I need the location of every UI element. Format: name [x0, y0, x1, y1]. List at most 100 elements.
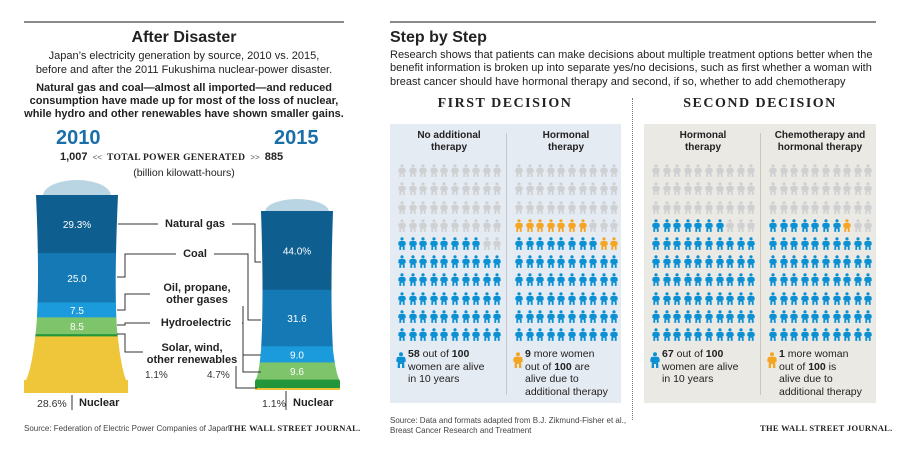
person-icon-alive	[557, 309, 566, 329]
solar-2010-value: 1.1%	[145, 370, 168, 381]
person-icon-other	[705, 181, 713, 201]
connector-coal-2015	[210, 253, 261, 321]
person-icon-other	[547, 200, 555, 220]
label-solar: Solar, wind, other renewables	[143, 342, 241, 366]
person-icon-alive	[557, 327, 566, 347]
person-icon-alive	[747, 291, 756, 311]
person-icon-other	[854, 200, 862, 220]
connector-oil-2010	[117, 293, 155, 311]
person-icon-alive	[557, 236, 566, 256]
person-icon-alive	[822, 291, 830, 311]
person-icon-other	[525, 163, 534, 183]
person-icon-alive	[451, 272, 459, 292]
person-icon-alive	[578, 327, 587, 347]
caption-total: 100	[705, 348, 724, 360]
person-icon-other	[864, 163, 873, 183]
right-source-line: Source: Data and formats adapted from B.…	[390, 416, 627, 425]
person-icon-alive	[408, 327, 417, 347]
person-icon-alive	[684, 218, 692, 238]
person-icon-other	[483, 181, 491, 201]
person-icon-alive	[398, 272, 406, 292]
person-icon-alive	[525, 309, 534, 329]
person-icon-alive	[652, 218, 660, 238]
person-icon-alive	[652, 291, 660, 311]
person-icon-alive	[536, 254, 544, 274]
person-icon-alive	[398, 309, 406, 329]
person-icon-other	[652, 163, 660, 183]
person-icon-alive	[408, 254, 417, 274]
person-icon-alive	[472, 291, 480, 311]
person-icon-alive	[769, 236, 777, 256]
segment-nuclear-2010	[24, 336, 128, 393]
person-icon-alive	[547, 272, 555, 292]
person-icon-other	[430, 181, 438, 201]
person-icon-other	[419, 218, 427, 238]
segment-value-coal: 25.0	[67, 274, 87, 285]
nuclear-2015-value: 1.1%	[262, 398, 286, 410]
caption-total: 100	[554, 360, 572, 373]
person-icon-other	[578, 181, 587, 201]
person-icon-alive	[801, 254, 809, 274]
person-icon-other	[472, 163, 480, 183]
person-icon-alive	[610, 254, 619, 274]
person-icon-other	[843, 163, 851, 183]
person-icon-other	[790, 163, 798, 183]
person-icon-alive	[811, 309, 820, 329]
person-icon-alive	[801, 291, 809, 311]
person-icon-alive	[408, 291, 417, 311]
person-icon-alive	[694, 291, 703, 311]
person-icon-other	[419, 200, 427, 220]
person-icon-alive	[652, 327, 660, 347]
caption-text: additional therapy	[779, 385, 862, 398]
person-icon-other	[684, 163, 692, 183]
person-icon-alive	[769, 254, 777, 274]
person-icon-other	[864, 200, 873, 220]
person-icon-alive	[769, 272, 777, 292]
person-icon-alive	[779, 291, 788, 311]
person-icon-alive	[854, 309, 862, 329]
person-icon-other	[398, 218, 406, 238]
person-icon-alive	[430, 272, 438, 292]
person-icon-other	[705, 163, 713, 183]
connector-coal-2010	[117, 253, 178, 278]
column-header: Hormonal therapy	[511, 130, 621, 154]
person-icon-extra	[557, 218, 566, 238]
person-icon-alive	[779, 254, 788, 274]
segment-value-gas: 44.0%	[283, 246, 311, 257]
person-icon-alive	[547, 291, 555, 311]
person-icon-alive	[694, 309, 703, 329]
person-icon-alive	[864, 236, 873, 256]
person-icon-alive	[419, 272, 427, 292]
person-icon-alive	[790, 309, 798, 329]
column-header: No additional therapy	[394, 130, 504, 154]
person-icon-alive	[578, 309, 587, 329]
caption-person-icon	[767, 350, 777, 375]
person-icon-other	[747, 200, 756, 220]
person-icon-alive	[525, 291, 534, 311]
person-icon-other	[673, 163, 681, 183]
caption-text: out of	[673, 348, 706, 360]
person-icon-other	[864, 181, 873, 201]
segment-value-oil: 7.5	[70, 306, 84, 317]
segment-gas-2010	[24, 195, 128, 254]
arrows-right: >>	[250, 153, 260, 162]
person-icon-other	[801, 163, 809, 183]
person-icon-other	[843, 200, 851, 220]
person-icon-other	[451, 200, 459, 220]
person-icon-alive	[610, 327, 619, 347]
person-icon-alive	[715, 236, 724, 256]
person-icon-other	[801, 181, 809, 201]
person-icon-alive	[843, 236, 851, 256]
person-icon-alive	[854, 291, 862, 311]
person-icon-alive	[578, 291, 587, 311]
caption-total: 100	[451, 348, 470, 360]
person-icon-alive	[811, 254, 820, 274]
person-icon-other	[408, 218, 417, 238]
caption-person-icon	[396, 350, 406, 375]
person-icon-other	[715, 200, 724, 220]
person-icon-other	[811, 181, 820, 201]
person-icon-alive	[822, 218, 830, 238]
person-icon-other	[864, 218, 873, 238]
person-icon-other	[779, 163, 788, 183]
person-icon-alive	[493, 309, 502, 329]
